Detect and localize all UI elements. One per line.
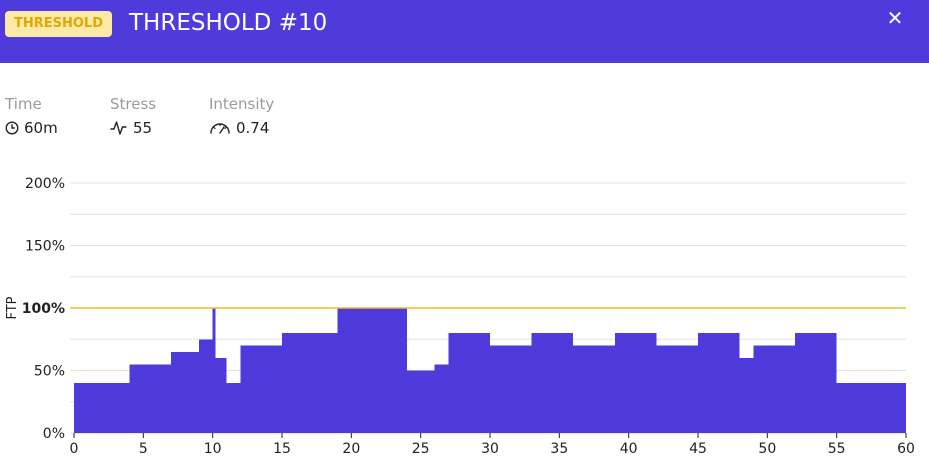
gauge-icon <box>210 123 230 134</box>
interval-bar <box>434 364 449 433</box>
stat-time-label: Time <box>5 95 42 113</box>
workout-chart: 0% 50% 100% 150% 200% 0 5 10 15 20 25 30 35 40 45 50 55… <box>5 176 915 457</box>
x-tick-label: 50 <box>758 441 776 457</box>
stat-intensity-label: Intensity <box>209 95 275 113</box>
x-tick-label: 45 <box>689 441 707 457</box>
interval-bar <box>129 364 172 433</box>
interval-bar <box>698 333 740 433</box>
workout-title: THRESHOLD #10 <box>129 10 328 36</box>
x-tick-label: 60 <box>897 441 915 457</box>
interval-bar <box>531 333 574 433</box>
interval-bar <box>795 333 837 433</box>
stat-stress-label: Stress <box>110 95 157 113</box>
x-tick-label: 0 <box>70 441 79 457</box>
y-tick-label: 150% <box>25 239 65 255</box>
interval-bar <box>753 345 796 433</box>
interval-bar <box>490 345 532 433</box>
x-axis-ticks: 0 5 10 15 20 25 30 35 40 45 50 55 60 <box>70 433 915 457</box>
x-tick-label: 20 <box>342 441 360 457</box>
x-tick-label: 25 <box>412 441 430 457</box>
interval-bar <box>215 358 227 433</box>
interval-bar <box>240 345 282 433</box>
interval-bar <box>212 308 216 433</box>
interval-bar <box>198 339 213 433</box>
x-tick-label: 30 <box>481 441 499 457</box>
x-tick-label: 35 <box>550 441 568 457</box>
interval-bar <box>448 333 490 433</box>
interval-bar <box>74 383 130 433</box>
interval-bar <box>406 370 435 433</box>
y-tick-label: 50% <box>34 364 65 380</box>
x-tick-label: 10 <box>204 441 222 457</box>
stat-stress: Stress 55 <box>110 94 156 138</box>
interval-bar <box>573 345 615 433</box>
stat-intensity-value: 0.74 <box>236 119 270 137</box>
interval-bar <box>282 333 338 433</box>
stat-time-value: 60m <box>24 119 58 137</box>
workout-type-badge: THRESHOLD <box>5 11 113 37</box>
interval-bar <box>614 333 657 433</box>
interval-bar <box>656 345 698 433</box>
interval-bar <box>836 383 906 433</box>
x-tick-label: 5 <box>139 441 148 457</box>
close-icon[interactable]: ✕ <box>886 6 904 30</box>
clock-icon <box>5 121 19 135</box>
chart-bars <box>74 308 906 433</box>
x-tick-label: 40 <box>620 441 638 457</box>
y-tick-label: 100% <box>22 301 65 317</box>
pulse-icon <box>110 121 127 135</box>
y-axis-ticks: 0% 50% 100% 150% 200% <box>22 176 65 442</box>
modal-header: THRESHOLD THRESHOLD #10 ✕ <box>0 0 929 63</box>
interval-bar <box>739 358 754 433</box>
interval-bar <box>337 308 407 433</box>
stat-time: Time 60m <box>5 94 58 138</box>
workout-stats: Time 60m Stress 55 Intensity 0.74 <box>0 94 929 144</box>
y-tick-label: 200% <box>25 176 65 192</box>
stat-intensity: Intensity 0.74 <box>209 94 274 138</box>
x-tick-label: 55 <box>828 441 846 457</box>
interval-bar <box>171 351 199 433</box>
y-tick-label: 0% <box>43 426 65 442</box>
x-tick-label: 15 <box>273 441 291 457</box>
y-axis-label: FTP <box>5 296 20 319</box>
stat-stress-value: 55 <box>133 119 153 137</box>
interval-bar <box>226 383 241 433</box>
